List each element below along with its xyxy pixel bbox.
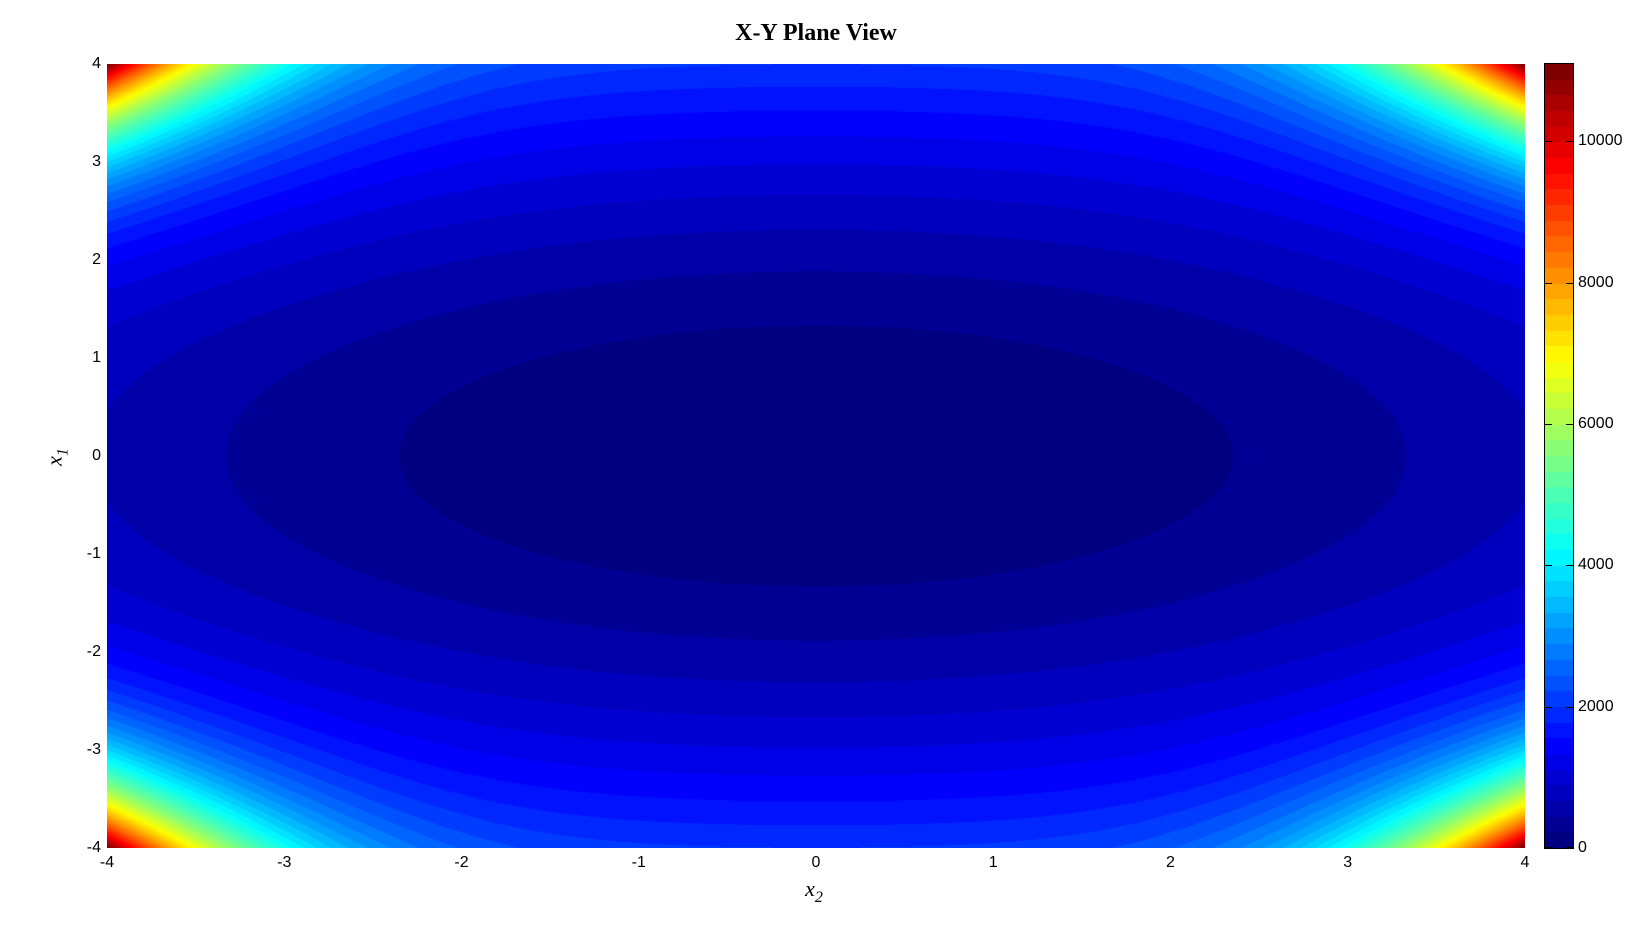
y-tick-label: -2 <box>86 643 101 660</box>
x-tick-label: 2 <box>1166 854 1175 871</box>
colorbar-tick-mark <box>1545 141 1552 142</box>
y-tick-label: -1 <box>86 545 101 562</box>
page-title: X-Y Plane View <box>735 20 897 46</box>
contour-plot-canvas <box>107 64 1525 848</box>
colorbar-tick-label: 2000 <box>1578 697 1614 715</box>
colorbar-tick-mark <box>1545 847 1552 848</box>
y-tick-label: 1 <box>92 349 101 366</box>
colorbar-tick-mark <box>1545 565 1552 566</box>
colorbar-tick-label: 0 <box>1578 839 1587 856</box>
y-tick-label: 3 <box>92 153 101 170</box>
colorbar-tick-mark <box>1566 847 1573 848</box>
x-tick-label: -1 <box>631 854 646 871</box>
x-tick-label: 1 <box>988 854 998 871</box>
colorbar-tick-label: 10000 <box>1578 132 1623 150</box>
y-tick-label: -4 <box>86 839 101 856</box>
colorbar-canvas <box>1544 63 1574 849</box>
y-tick-label: 4 <box>92 55 101 72</box>
colorbar-tick-mark <box>1566 565 1573 566</box>
colorbar-tick-label: 8000 <box>1578 273 1614 291</box>
colorbar-tick-mark <box>1545 707 1552 708</box>
colorbar-tick-mark <box>1566 283 1573 284</box>
x-tick-label: -3 <box>277 854 292 871</box>
y-tick-label: 2 <box>92 251 101 268</box>
x-tick-label: -4 <box>99 854 115 871</box>
y-tick-label: 0 <box>92 447 101 464</box>
colorbar-tick-mark <box>1566 141 1573 142</box>
x-axis-label: x2 <box>805 876 823 906</box>
colorbar-tick-label: 6000 <box>1578 415 1614 433</box>
colorbar-tick-label: 4000 <box>1578 556 1614 574</box>
y-axis-label: x1 <box>41 448 72 466</box>
colorbar-tick-mark <box>1545 424 1552 425</box>
y-tick-label: -3 <box>86 741 101 758</box>
colorbar-tick-mark <box>1566 707 1573 708</box>
x-tick-label: 0 <box>811 854 821 871</box>
x-tick-label: -2 <box>454 854 469 871</box>
colorbar-tick-mark <box>1545 283 1552 284</box>
x-tick-label: 3 <box>1343 854 1353 871</box>
x-tick-label: 4 <box>1520 854 1530 871</box>
colorbar-tick-mark <box>1566 424 1573 425</box>
